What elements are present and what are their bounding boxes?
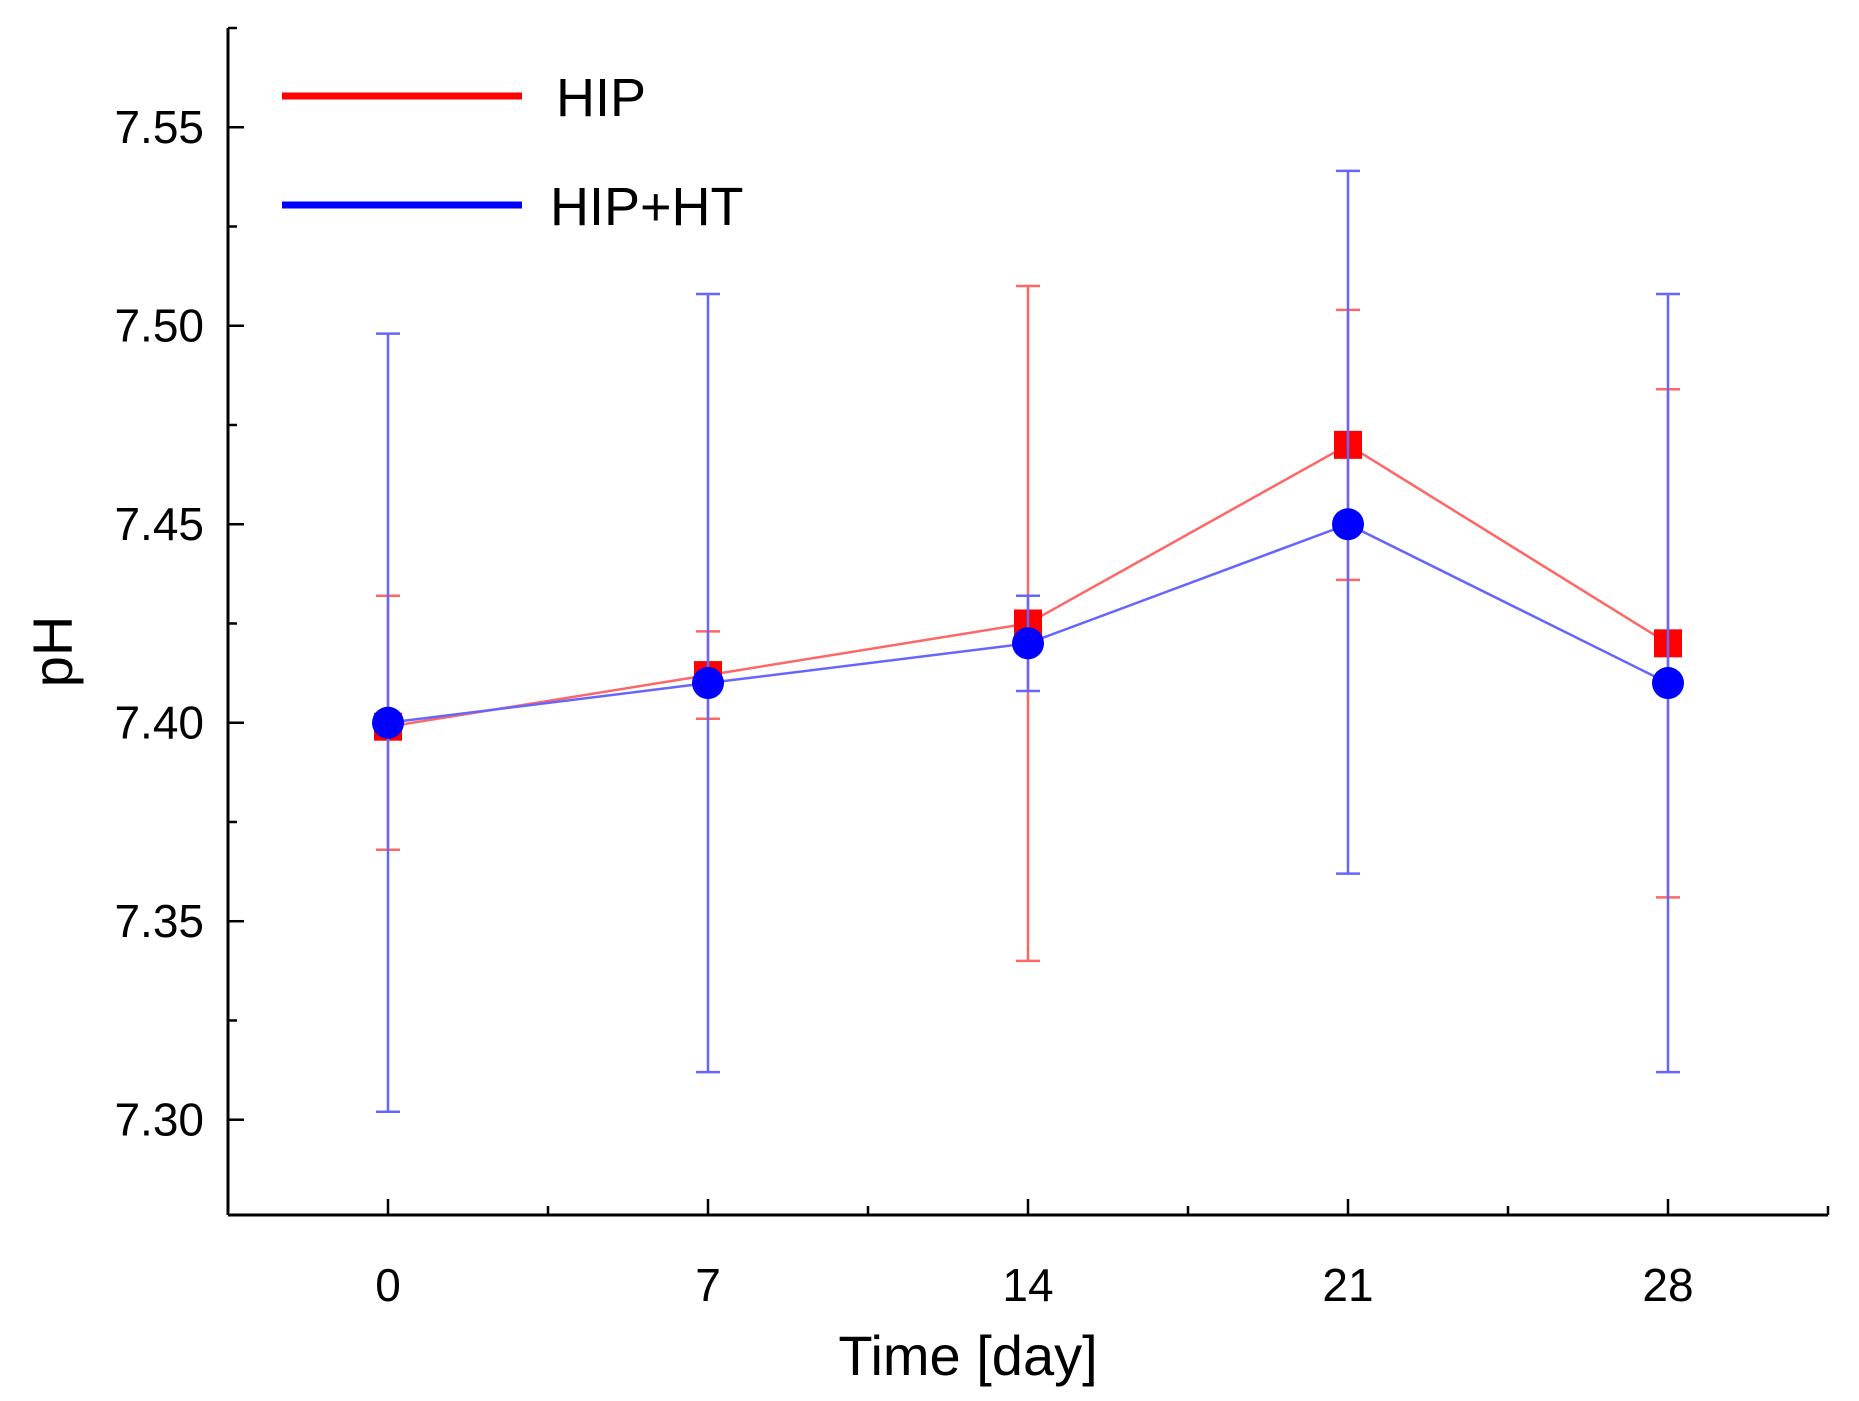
legend-label-hip: HIP xyxy=(556,68,646,128)
y-tick-label: 7.45 xyxy=(114,498,204,550)
y-tick-labels: 7.30 7.35 7.40 7.45 7.50 7.55 xyxy=(114,101,204,1145)
x-axis-title: Time [day] xyxy=(838,1324,1097,1387)
y-tick-label: 7.30 xyxy=(114,1094,204,1146)
data-point-hip-ht xyxy=(692,667,724,700)
y-tick-label: 7.40 xyxy=(114,697,204,749)
x-tick-label: 14 xyxy=(1002,1259,1053,1311)
x-tick-labels: 0 7 14 21 28 xyxy=(375,1259,1693,1311)
y-tick-label: 7.35 xyxy=(114,895,204,947)
x-tick-label: 28 xyxy=(1642,1259,1693,1311)
data-point-hip-ht xyxy=(372,706,404,739)
series-hip-ht xyxy=(372,169,1684,1114)
x-tick-label: 0 xyxy=(375,1259,401,1311)
series-layer xyxy=(372,169,1684,1114)
y-axis-title: pH xyxy=(21,616,84,688)
y-tick-label: 7.50 xyxy=(114,300,204,352)
legend-label-hip-ht: HIP+HT xyxy=(550,177,744,237)
x-tick-label: 21 xyxy=(1322,1259,1373,1311)
x-tick-label: 7 xyxy=(695,1259,721,1311)
data-point-hip-ht xyxy=(1012,627,1044,660)
data-point-hip-ht xyxy=(1332,508,1364,541)
legend: HIP HIP+HT xyxy=(282,68,744,237)
y-tick-label: 7.55 xyxy=(114,101,204,153)
data-point-hip-ht xyxy=(1652,667,1684,700)
